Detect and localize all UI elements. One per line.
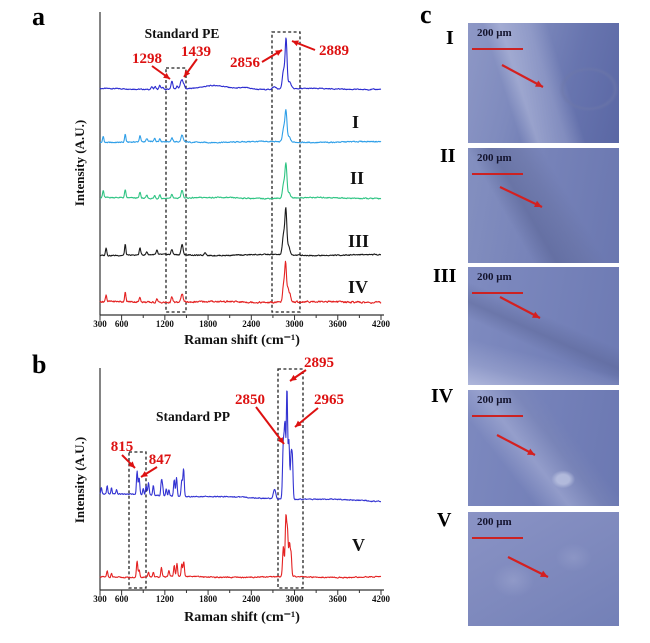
raman-spectra-svg: 300 600 1200 1800 2400 3000 3600 4200 Raman shif… (72, 12, 391, 625)
peak-label: 2850 (235, 392, 265, 408)
peak-label: Standard PP (156, 409, 230, 424)
pointer-arrow (501, 64, 544, 88)
peak-label: 2889 (319, 43, 349, 59)
arrow-head (275, 50, 282, 56)
series-label: V (352, 535, 365, 555)
micrograph-label-4: IV (431, 385, 454, 407)
arrow-head (532, 311, 540, 318)
spectrum-i (99, 109, 382, 144)
dashed-box (165, 67, 187, 313)
micrograph-label-5: V (437, 509, 452, 531)
peak-label: 815 (111, 439, 134, 455)
pointer-arrow (507, 556, 549, 578)
micrograph-image-5: 200 μm (468, 512, 619, 626)
pointer-arrow (499, 186, 543, 208)
x-tick-label: 3600 (329, 319, 348, 329)
x-tick-label: 3600 (329, 594, 348, 604)
pointer-arrow-svg (501, 64, 544, 88)
pointer-arrow-svg (507, 556, 549, 578)
spectrum-standard-pe (99, 37, 382, 91)
y-axis-title: Intensity (A.U.) (72, 120, 87, 206)
micrograph-label-2: II (440, 145, 456, 167)
peak-label: 1298 (132, 51, 162, 67)
scale-bar (472, 173, 523, 175)
micrograph-image-2: 200 μm (468, 148, 619, 263)
annotation-arrow (255, 406, 285, 445)
micrograph-label-3: III (433, 265, 457, 287)
peak-label: 847 (149, 452, 172, 468)
x-tick-label: 3000 (286, 319, 305, 329)
x-tick-label: 300 (93, 594, 107, 604)
arrow-head (540, 570, 548, 577)
arrow-head (527, 448, 535, 455)
scale-label: 200 μm (477, 516, 512, 528)
scale-label: 200 μm (477, 271, 512, 283)
dashed-box (128, 451, 147, 589)
peak-label: 2895 (304, 355, 334, 371)
x-tick-label: 600 (115, 594, 129, 604)
dashed-box (277, 368, 304, 589)
x-tick-label: 4200 (372, 319, 391, 329)
spectrum-iii (99, 207, 382, 257)
peak-label: 1439 (181, 44, 211, 60)
arrow-head (535, 80, 543, 87)
arrow-head (128, 461, 135, 468)
peak-label: 2965 (314, 392, 344, 408)
micrograph-image-1: 200 μm (468, 23, 619, 143)
scale-bar (472, 415, 523, 417)
micrograph-image-3: 200 μm (468, 267, 619, 385)
x-tick-label: 600 (115, 319, 129, 329)
x-axis-title: Raman shift (cm⁻¹) (184, 333, 300, 348)
series-label: I (352, 112, 359, 132)
peak-label: 2856 (230, 55, 261, 71)
pointer-arrow (499, 296, 541, 319)
arrow-head (292, 40, 299, 47)
arrow-head (295, 420, 302, 427)
panel-c-letter: c (420, 0, 432, 29)
series-label: III (348, 231, 369, 251)
pointer-arrow-svg (496, 434, 536, 456)
spectrum-v (99, 514, 382, 579)
spectrum-standard-pp (99, 390, 382, 503)
arrow-head (534, 200, 542, 208)
x-tick-label: 1200 (156, 594, 175, 604)
x-tick-label: 2400 (242, 319, 261, 329)
series-label: IV (348, 277, 368, 297)
scale-bar (472, 292, 523, 294)
panel-a-letter: a (32, 2, 45, 31)
y-axis-title: Intensity (A.U.) (72, 437, 87, 523)
scale-bar (472, 537, 523, 539)
panel-b: 300 600 1200 1800 2400 3000 3600 4200 Raman shif… (72, 355, 391, 625)
x-axis-title: Raman shift (cm⁻¹) (184, 610, 300, 625)
scale-bar (472, 48, 523, 50)
scale-label: 200 μm (477, 27, 512, 39)
x-tick-label: 1800 (199, 319, 218, 329)
pointer-arrow-svg (499, 296, 541, 319)
arrow-head (290, 374, 297, 381)
panel-b-letter: b (32, 350, 47, 379)
peak-label: Standard PE (145, 26, 220, 41)
x-tick-label: 4200 (372, 594, 391, 604)
x-tick-label: 2400 (242, 594, 261, 604)
micrograph-image-4: 200 μm (468, 390, 619, 506)
spectrum-iv (99, 260, 382, 304)
arrow-head (184, 70, 191, 77)
panel-a: 300 600 1200 1800 2400 3000 3600 4200 Raman shif… (72, 12, 391, 348)
micrograph-label-1: I (446, 27, 454, 49)
x-tick-label: 1200 (156, 319, 175, 329)
x-tick-label: 300 (93, 319, 107, 329)
arrow-head (277, 437, 284, 444)
spectrum-ii (99, 162, 382, 200)
arrow-head (163, 72, 170, 79)
arrow-head (141, 471, 148, 477)
x-tick-label: 3000 (286, 594, 305, 604)
pointer-arrow-svg (499, 186, 543, 208)
series-label: II (350, 168, 364, 188)
scale-label: 200 μm (477, 394, 512, 406)
scale-label: 200 μm (477, 152, 512, 164)
x-tick-label: 1800 (199, 594, 218, 604)
dashed-box (271, 31, 301, 313)
